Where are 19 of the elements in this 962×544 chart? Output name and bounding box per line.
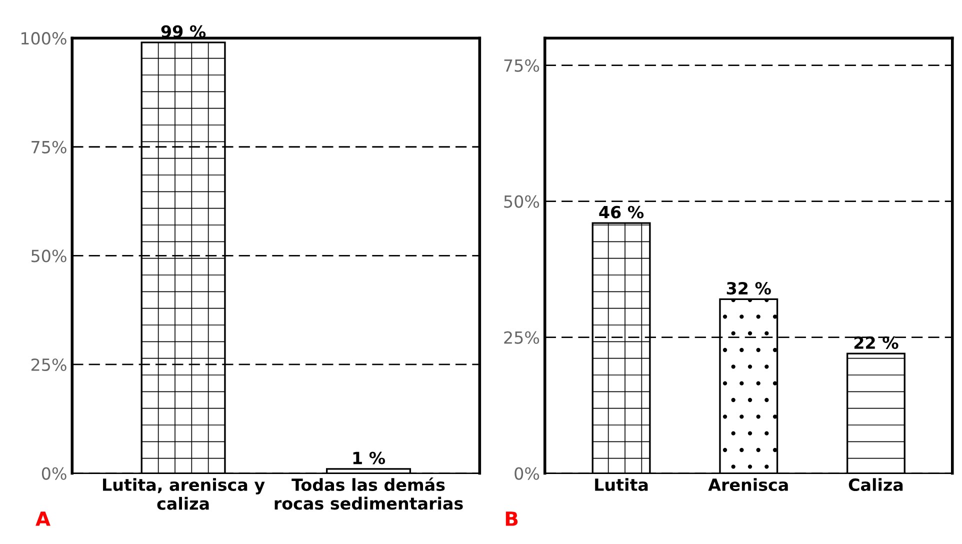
y-tick-label: 75%: [504, 59, 540, 72]
x-tick-label: Todas las demás rocas sedimentarias: [274, 477, 463, 510]
y-tick-label: 50%: [504, 195, 540, 208]
data-label: 32 %: [726, 282, 771, 295]
y-tick-label: 50%: [32, 250, 66, 262]
y-tick-label: 25%: [31, 358, 66, 372]
y-tick-label: 0%: [42, 467, 66, 480]
y-tick-label: 0%: [514, 467, 540, 480]
text: A: [36, 512, 50, 526]
data-label: 1 %: [353, 452, 386, 464]
data-label: 46 %: [599, 206, 644, 218]
y-tick-label: 100%: [21, 32, 66, 45]
y-tick-label: 25%: [504, 331, 540, 344]
x-tick-label: Lutita: [595, 478, 648, 492]
text: B: [506, 512, 518, 526]
x-tick-label: Arenisca: [708, 478, 788, 492]
x-tick-label: Caliza: [848, 478, 903, 492]
y-tick-label: 75%: [32, 140, 66, 154]
x-tick-label: Lutita, arenisca y caliza: [103, 478, 265, 510]
